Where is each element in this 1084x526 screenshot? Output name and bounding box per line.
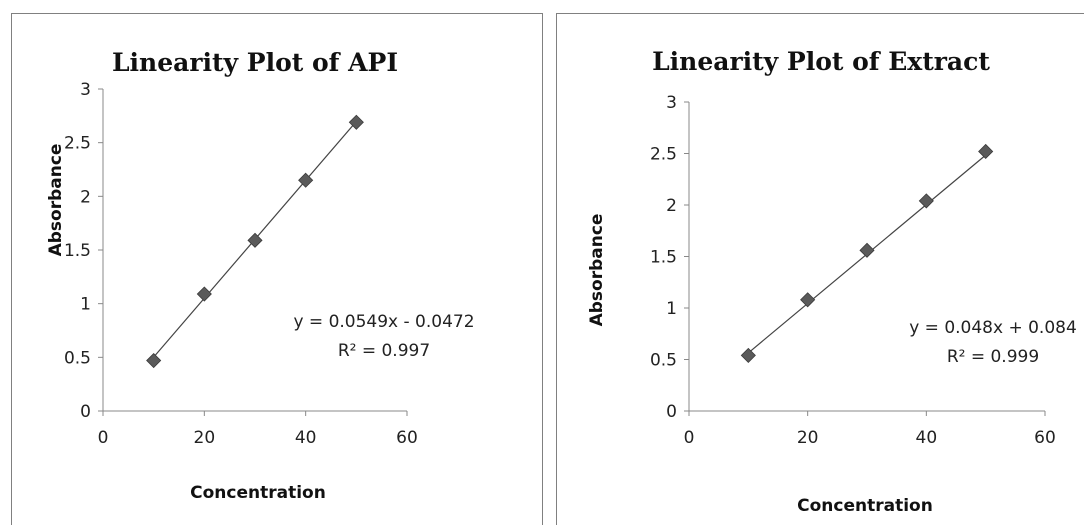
- y-axis-label: Absorbance: [46, 144, 66, 257]
- y-tick-label: 1.5: [64, 241, 91, 261]
- y-axis-label: Absorbance: [587, 214, 607, 327]
- x-tick-label: 40: [295, 428, 317, 448]
- chart-api: Linearity Plot of API 0 0.5 1 1.5 2 2.5 3 0 20 40 6…: [46, 48, 475, 503]
- y-tick-label: 0.5: [64, 348, 91, 368]
- data-point: [298, 172, 314, 188]
- data-point: [247, 232, 263, 248]
- x-tick-label: 0: [684, 428, 695, 448]
- y-tick-label: 3: [80, 80, 91, 100]
- y-tick-label: 0: [80, 402, 91, 422]
- y-tick-label: 0.5: [650, 351, 677, 371]
- y-tick-label: 3: [666, 93, 677, 113]
- y-tick-label: 1.5: [650, 248, 677, 268]
- x-axis-label: Concentration: [190, 483, 326, 503]
- y-tick-label: 2: [666, 196, 677, 216]
- y-tick-label: 2: [80, 187, 91, 207]
- r-squared-label: R² = 0.997: [338, 341, 430, 361]
- x-tick-label: 60: [396, 428, 418, 448]
- chart-title: Linearity Plot of API: [112, 48, 398, 77]
- data-point: [978, 143, 994, 160]
- data-point: [740, 347, 756, 363]
- data-point: [196, 286, 212, 302]
- chart-title: Linearity Plot of Extract: [652, 47, 990, 76]
- x-tick-label: 20: [797, 428, 819, 448]
- x-tick-label: 40: [916, 428, 938, 448]
- x-tick-label: 0: [98, 428, 109, 448]
- data-point: [800, 292, 816, 308]
- r-squared-label: R² = 0.999: [947, 347, 1039, 367]
- y-tick-label: 0: [666, 402, 677, 422]
- x-axis-label: Concentration: [797, 496, 933, 516]
- x-tick-label: 60: [1034, 428, 1056, 448]
- y-tick-label: 1: [80, 295, 91, 315]
- data-point: [146, 352, 162, 369]
- data-point: [348, 114, 364, 130]
- chart-panel-extract: Linearity Plot of Extract 0 0.5 1 1.5 2 2.5 3 0 2…: [556, 13, 1084, 525]
- y-tick-label: 1: [666, 299, 677, 319]
- data-point: [918, 193, 934, 209]
- y-tick-label: 2.5: [64, 134, 91, 154]
- x-tick-label: 20: [194, 428, 216, 448]
- trendline-equation: y = 0.048x + 0.084: [909, 318, 1077, 338]
- chart-panel-api: Linearity Plot of API 0 0.5 1 1.5 2 2.5 3 0 20 40 6…: [11, 13, 543, 525]
- chart-extract: Linearity Plot of Extract 0 0.5 1 1.5 2 2.5 3 0 2…: [587, 47, 1077, 516]
- data-point: [859, 242, 875, 258]
- trendline-equation: y = 0.0549x - 0.0472: [293, 312, 474, 332]
- y-tick-label: 2.5: [650, 145, 677, 165]
